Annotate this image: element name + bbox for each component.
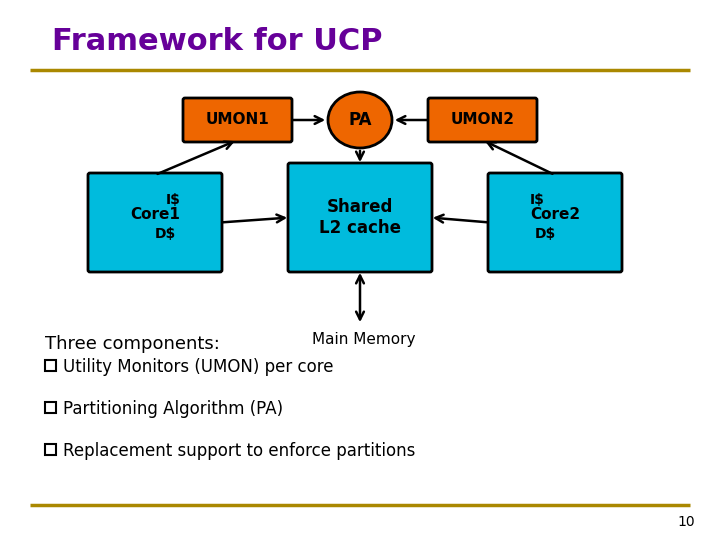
Text: Partitioning Algorithm (PA): Partitioning Algorithm (PA) bbox=[63, 400, 283, 418]
Text: UMON1: UMON1 bbox=[206, 112, 269, 127]
Text: Utility Monitors (UMON) per core: Utility Monitors (UMON) per core bbox=[63, 358, 333, 376]
FancyBboxPatch shape bbox=[488, 173, 622, 272]
FancyBboxPatch shape bbox=[183, 98, 292, 142]
FancyBboxPatch shape bbox=[45, 402, 56, 413]
FancyBboxPatch shape bbox=[45, 444, 56, 455]
FancyBboxPatch shape bbox=[288, 163, 432, 272]
FancyBboxPatch shape bbox=[88, 173, 222, 272]
Text: I$: I$ bbox=[530, 193, 544, 207]
Text: Main Memory: Main Memory bbox=[312, 332, 415, 347]
Text: 10: 10 bbox=[678, 515, 695, 529]
Text: D$: D$ bbox=[534, 227, 556, 241]
Text: Shared
L2 cache: Shared L2 cache bbox=[319, 198, 401, 237]
Text: Core1: Core1 bbox=[130, 207, 180, 222]
Text: Replacement support to enforce partitions: Replacement support to enforce partition… bbox=[63, 442, 415, 460]
Text: D$: D$ bbox=[154, 227, 176, 241]
FancyBboxPatch shape bbox=[428, 98, 537, 142]
Text: UMON2: UMON2 bbox=[451, 112, 515, 127]
Text: PA: PA bbox=[348, 111, 372, 129]
Text: Three components:: Three components: bbox=[45, 335, 220, 353]
Text: Core2: Core2 bbox=[530, 207, 580, 222]
Text: I$: I$ bbox=[166, 193, 181, 207]
Ellipse shape bbox=[328, 92, 392, 148]
FancyBboxPatch shape bbox=[45, 360, 56, 371]
Text: Framework for UCP: Framework for UCP bbox=[52, 28, 382, 57]
